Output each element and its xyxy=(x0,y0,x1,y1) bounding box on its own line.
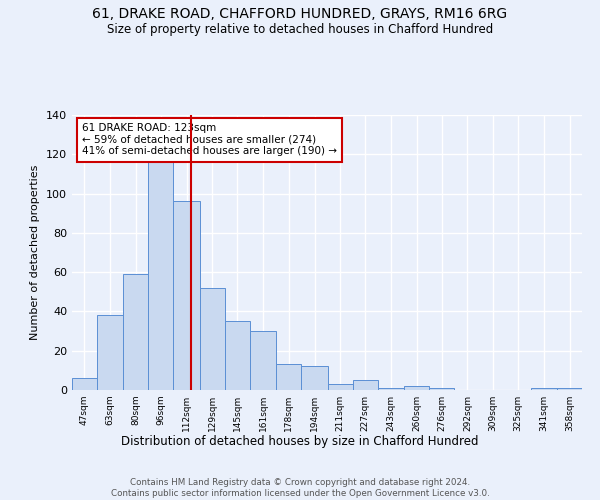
Bar xyxy=(225,322,250,390)
Y-axis label: Number of detached properties: Number of detached properties xyxy=(31,165,40,340)
Bar xyxy=(124,274,148,390)
Bar xyxy=(429,388,454,390)
Bar xyxy=(530,388,557,390)
Bar xyxy=(200,288,225,390)
Text: Size of property relative to detached houses in Chafford Hundred: Size of property relative to detached ho… xyxy=(107,22,493,36)
Bar xyxy=(377,388,404,390)
Bar xyxy=(173,202,200,390)
Bar xyxy=(72,378,97,390)
Bar xyxy=(97,316,124,390)
Text: 61 DRAKE ROAD: 123sqm
← 59% of detached houses are smaller (274)
41% of semi-det: 61 DRAKE ROAD: 123sqm ← 59% of detached … xyxy=(82,123,337,156)
Text: Contains HM Land Registry data © Crown copyright and database right 2024.
Contai: Contains HM Land Registry data © Crown c… xyxy=(110,478,490,498)
Bar xyxy=(148,136,173,390)
Bar xyxy=(353,380,377,390)
Text: 61, DRAKE ROAD, CHAFFORD HUNDRED, GRAYS, RM16 6RG: 61, DRAKE ROAD, CHAFFORD HUNDRED, GRAYS,… xyxy=(92,8,508,22)
Bar xyxy=(277,364,301,390)
Bar xyxy=(328,384,353,390)
Bar xyxy=(250,331,277,390)
Bar xyxy=(557,388,582,390)
Bar xyxy=(404,386,429,390)
Bar xyxy=(301,366,328,390)
Text: Distribution of detached houses by size in Chafford Hundred: Distribution of detached houses by size … xyxy=(121,435,479,448)
